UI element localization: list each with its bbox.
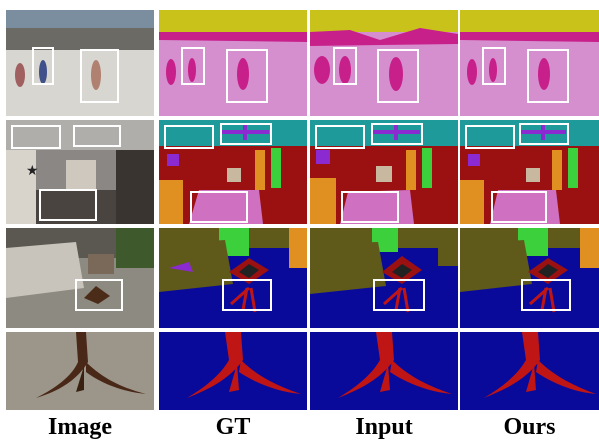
highlight-box [377, 49, 419, 103]
highlight-box [527, 49, 569, 103]
highlight-box [333, 47, 357, 85]
highlight-box [465, 125, 515, 149]
highlight-box [190, 191, 248, 223]
row3-ours [460, 228, 599, 328]
row2-gt [159, 120, 307, 224]
row1-gt [159, 10, 307, 116]
highlight-box [220, 123, 272, 145]
highlight-box [222, 279, 272, 311]
highlight-box [164, 125, 214, 149]
row1-ours [460, 10, 599, 116]
row4-gt [159, 332, 307, 410]
highlight-box [39, 189, 97, 221]
row1-input [310, 10, 458, 116]
highlight-box [482, 47, 506, 85]
row3-image [6, 228, 154, 328]
row4-input [310, 332, 458, 410]
highlight-box [519, 123, 569, 145]
caption-ours: Ours [503, 414, 556, 440]
highlight-box [341, 191, 399, 223]
caption-gt: GT [215, 414, 251, 440]
highlight-box [226, 49, 268, 103]
row1-image [6, 10, 154, 116]
highlight-box [75, 279, 123, 311]
caption-input: Input [355, 414, 413, 440]
highlight-box [315, 125, 365, 149]
highlight-box [11, 125, 61, 149]
highlight-box [181, 47, 205, 85]
highlight-box [373, 279, 425, 311]
row2-ours [460, 120, 599, 224]
row2-input [310, 120, 458, 224]
highlight-box [371, 123, 423, 145]
svg-text:★: ★ [26, 163, 39, 179]
highlight-box [32, 47, 54, 85]
highlight-box [491, 191, 547, 223]
row2-image: ★ [6, 120, 154, 224]
row3-input [310, 228, 458, 328]
row4-image [6, 332, 154, 410]
row4-ours [460, 332, 599, 410]
caption-image: Image [48, 414, 112, 440]
highlight-box [521, 279, 571, 311]
highlight-box [80, 49, 119, 103]
highlight-box [73, 125, 121, 147]
row3-gt [159, 228, 307, 328]
